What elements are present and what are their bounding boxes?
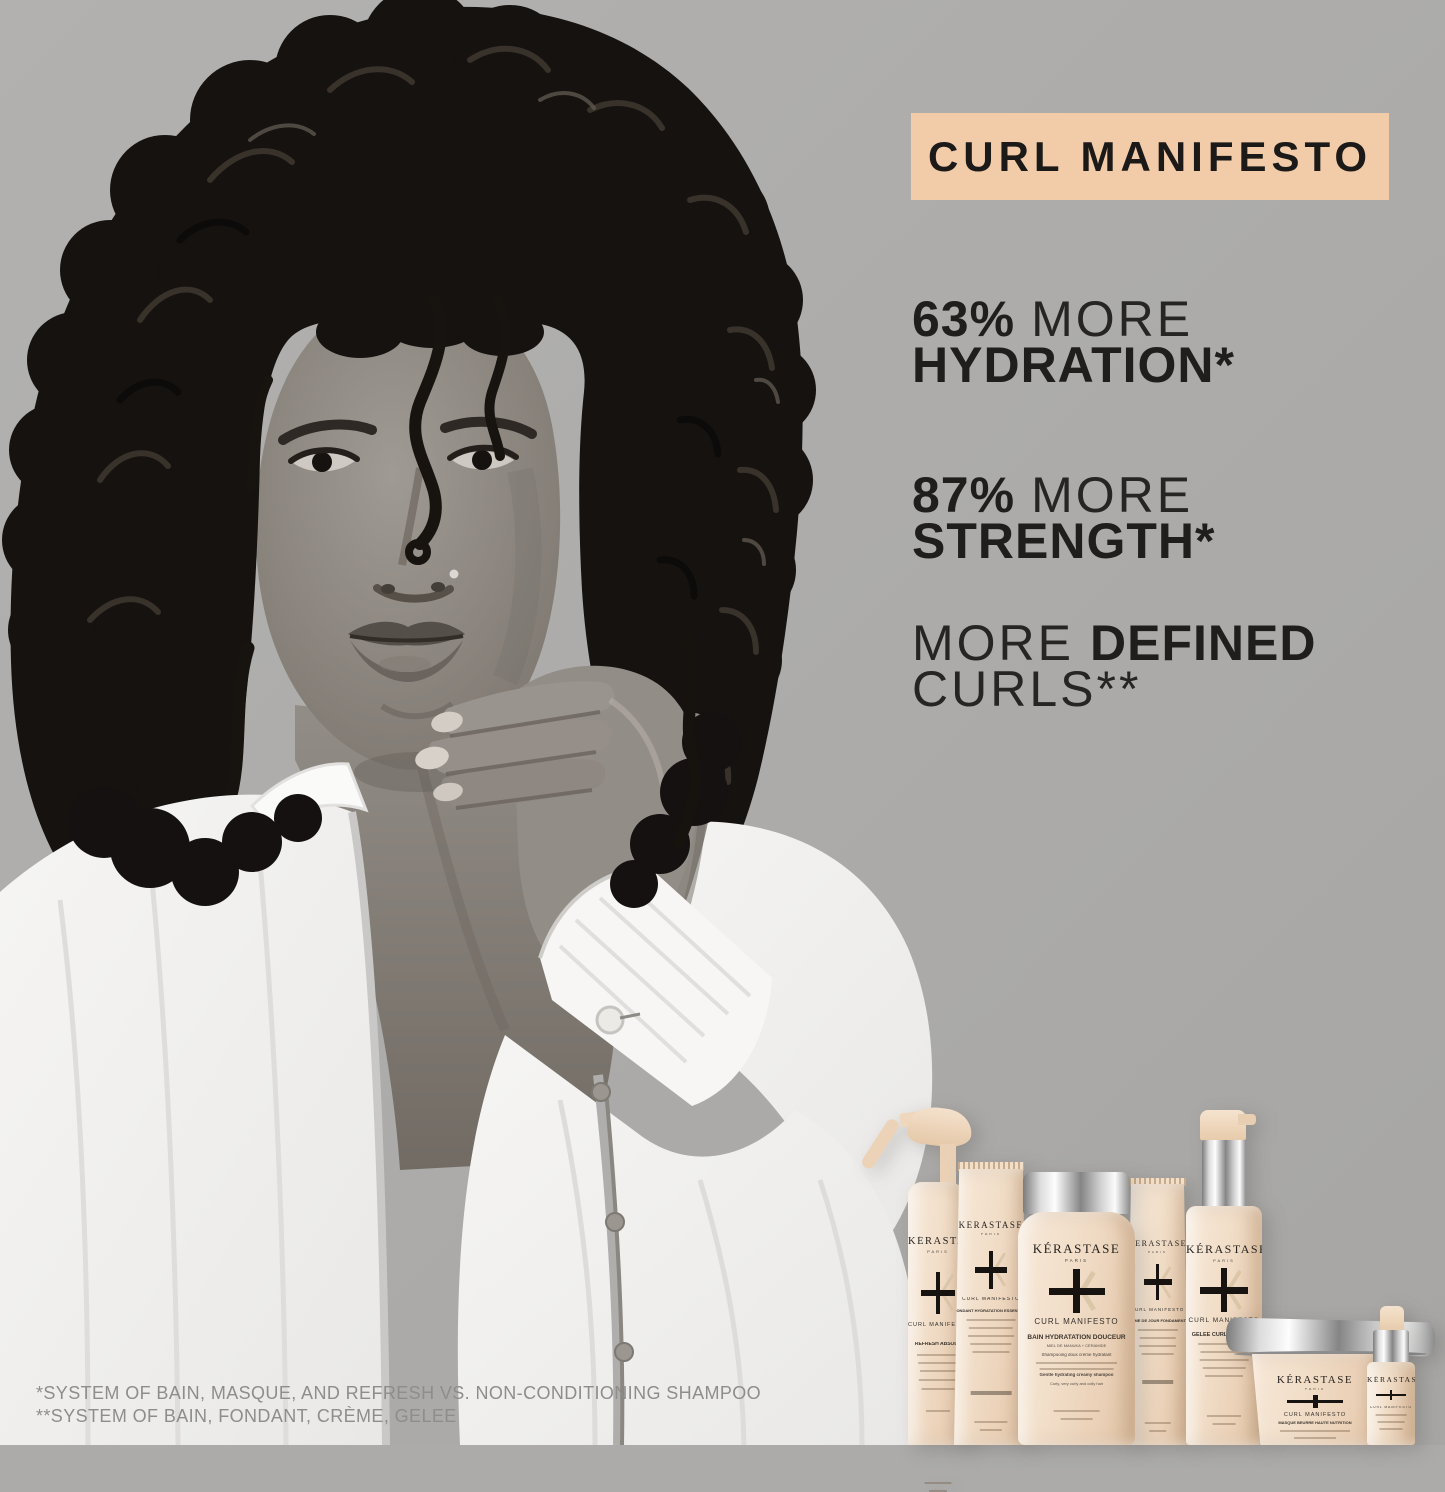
claim-strength: 87% MORE STRENGTH* — [912, 467, 1216, 569]
product-name: MASQUE BEURRE HAUTE NUTRITION — [1278, 1421, 1352, 1425]
claim-hydration: 63% MORE HYDRATION* — [912, 291, 1235, 393]
product-fondant-tube: KÉRASTASE PARIS CURL MANIFESTO FONDANT H… — [954, 1162, 1028, 1445]
collection-badge-label: CURL MANIFESTO — [927, 132, 1373, 180]
range-name: CURL MANIFESTO — [1188, 1317, 1260, 1324]
kerastase-logo — [1376, 1390, 1406, 1400]
bottle-body: KÉRASTASE PARIS CURL MANIFESTO GELÉE CUR… — [1186, 1206, 1262, 1445]
brand-name: KÉRASTASE — [1032, 1242, 1121, 1256]
jar-body: KÉRASTASE PARIS CURL MANIFESTO MASQUE BE… — [1252, 1354, 1378, 1445]
mini-body: KÉRASTASE CURL MANIFESTO — [1367, 1362, 1415, 1445]
product-name: REFRESH ABSOLU — [914, 1342, 962, 1347]
product-subline: Shampooing doux crème hydratant — [1041, 1353, 1112, 1357]
disclaimer-line2: **SYSTEM OF BAIN, FONDANT, CRÈME, GELEE — [36, 1406, 457, 1426]
product-name: GELÉE CURL CONTOUR — [1191, 1332, 1257, 1338]
collection-badge: CURL MANIFESTO — [911, 113, 1389, 200]
brand-name: KÉRASTASE — [1276, 1374, 1354, 1386]
claim-definition-line2: CURLS** — [912, 661, 1142, 717]
claim-definition: MORE DEFINED CURLS** — [912, 615, 1317, 717]
right-curls — [610, 634, 742, 908]
product-bain-bottle: KÉRASTASE PARIS CURL MANIFESTO BAIN HYDR… — [1016, 1172, 1137, 1445]
kerastase-logo — [1200, 1268, 1248, 1312]
spray-trigger-head — [905, 1104, 975, 1150]
range-name: CURL MANIFESTO — [1370, 1406, 1412, 1409]
brand-city: PARIS — [980, 1233, 1002, 1236]
bottle-body: KÉRASTASE PARIS CURL MANIFESTO BAIN HYDR… — [1018, 1212, 1135, 1445]
range-name: CURL MANIFESTO — [1130, 1308, 1185, 1312]
mini-collar — [1373, 1330, 1409, 1364]
product-masque-jar: KÉRASTASE PARIS CURL MANIFESTO MASQUE BE… — [1225, 1316, 1436, 1445]
face — [255, 292, 561, 792]
product-name: FONDANT HYDRATATION ESSENTIELLE — [954, 1309, 1028, 1313]
spray-neck — [940, 1144, 956, 1190]
kerastase-logo — [1287, 1395, 1343, 1408]
brand-city: PARIS — [1148, 1251, 1167, 1254]
tube-crimped-seal — [958, 1162, 1024, 1171]
brand-name: KÉRASTASE — [908, 1236, 968, 1247]
claim-hydration-line1: 63% MORE — [912, 291, 1194, 347]
bottle-cap — [1023, 1172, 1130, 1214]
pump-collar — [1202, 1140, 1246, 1208]
kerastase-logo — [975, 1251, 1007, 1289]
brand-name: KÉRASTASE — [1127, 1240, 1188, 1248]
product-name: BAIN HYDRATATION DOUCEUR — [1027, 1334, 1126, 1341]
nose-stud — [449, 569, 459, 579]
product-subline: MIEL DE MANUKA + CÉRAMIDE — [1046, 1344, 1107, 1348]
button-placket — [593, 1074, 624, 1445]
product-subline: Curly, very curly and coily hair — [1049, 1382, 1104, 1386]
disclaimer: *SYSTEM OF BAIN, MASQUE, AND REFRESH VS.… — [36, 1382, 761, 1428]
range-name: CURL MANIFESTO — [1034, 1318, 1119, 1326]
claim-strength-line2: STRENGTH* — [912, 513, 1216, 569]
shirt-cuff — [538, 864, 772, 1106]
brand-city: PARIS — [1213, 1259, 1235, 1263]
range-name: CURL MANIFESTO — [908, 1322, 968, 1328]
range-name: CURL MANIFESTO — [1283, 1412, 1347, 1418]
claim-hydration-line2: HYDRATION* — [912, 337, 1235, 393]
product-creme-tube: KÉRASTASE PARIS CURL MANIFESTO CRÈME DE … — [1126, 1178, 1189, 1445]
range-name: CURL MANIFESTO — [962, 1297, 1020, 1302]
brand-city: PARIS — [1304, 1388, 1326, 1391]
shoulder-curls — [68, 786, 322, 906]
product-subline: Gentle hydrating creamy shampoo — [1039, 1373, 1114, 1377]
pump-spout — [1238, 1114, 1256, 1125]
kerastase-logo — [921, 1272, 955, 1314]
cuff-button — [595, 1005, 625, 1035]
kerastase-logo — [1143, 1264, 1172, 1300]
disclaimer-line1: *SYSTEM OF BAIN, MASQUE, AND REFRESH VS.… — [36, 1383, 762, 1403]
product-huile-mini: KÉRASTASE CURL MANIFESTO — [1364, 1306, 1418, 1445]
brand-name: KÉRASTASE — [958, 1221, 1024, 1230]
shirt-buttons — [591, 1082, 634, 1362]
product-name: CRÈME DE JOUR FONDAMENTALE — [1126, 1319, 1189, 1323]
claim-strength-line1: 87% MORE — [912, 467, 1194, 523]
brand-city: PARIS — [927, 1250, 949, 1254]
brand-name: KÉRASTASE — [1186, 1243, 1262, 1256]
kerastase-logo — [1048, 1269, 1105, 1313]
product-gelee-pump: KÉRASTASE PARIS CURL MANIFESTO GELÉE CUR… — [1186, 1110, 1262, 1445]
tube-body: KÉRASTASE PARIS CURL MANIFESTO CRÈME DE … — [1126, 1184, 1189, 1445]
tube-body: KÉRASTASE PARIS CURL MANIFESTO FONDANT H… — [954, 1169, 1028, 1445]
mini-cap — [1380, 1306, 1404, 1332]
claim-definition-line1: MORE DEFINED — [912, 615, 1317, 671]
brand-name: KÉRASTASE — [1367, 1376, 1415, 1384]
tube-crimped-seal — [1129, 1178, 1186, 1186]
model-portrait-photo — [0, 0, 1445, 1445]
brand-city: PARIS — [1064, 1259, 1089, 1263]
